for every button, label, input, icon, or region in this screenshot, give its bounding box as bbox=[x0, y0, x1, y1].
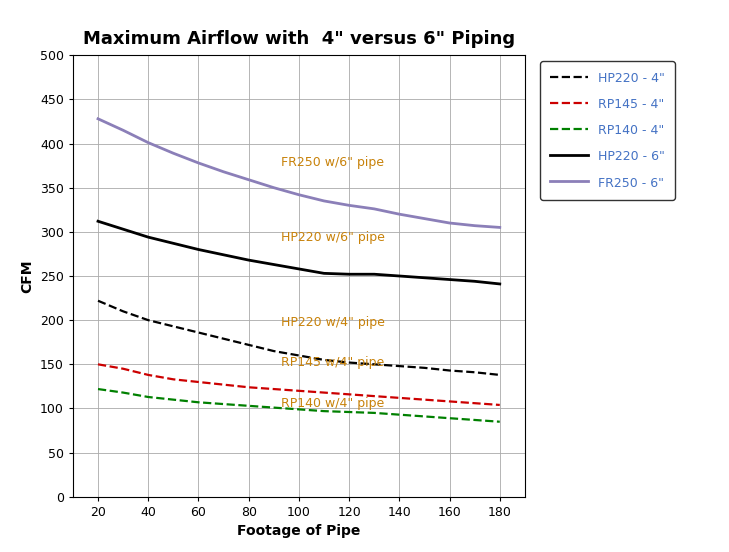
Title: Maximum Airflow with  4" versus 6" Piping: Maximum Airflow with 4" versus 6" Piping bbox=[83, 30, 515, 48]
Text: HP220 w/6" pipe: HP220 w/6" pipe bbox=[281, 231, 385, 243]
Text: RP145 w/4" pipe: RP145 w/4" pipe bbox=[281, 356, 385, 369]
X-axis label: Footage of Pipe: Footage of Pipe bbox=[237, 524, 361, 538]
Y-axis label: CFM: CFM bbox=[20, 259, 34, 293]
Text: HP220 w/4" pipe: HP220 w/4" pipe bbox=[281, 316, 385, 330]
Text: FR250 w/6" pipe: FR250 w/6" pipe bbox=[281, 156, 384, 169]
Legend: HP220 - 4", RP145 - 4", RP140 - 4", HP220 - 6", FR250 - 6": HP220 - 4", RP145 - 4", RP140 - 4", HP22… bbox=[540, 61, 674, 200]
Text: RP140 w/4" pipe: RP140 w/4" pipe bbox=[281, 397, 385, 410]
